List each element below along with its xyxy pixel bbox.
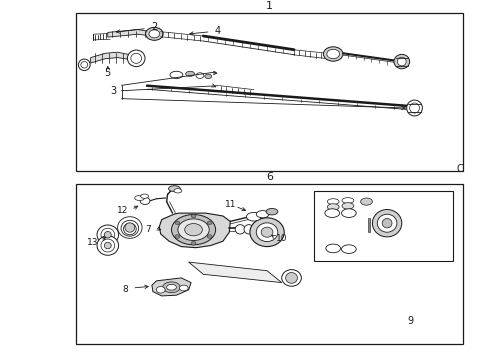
Ellipse shape <box>361 198 372 205</box>
Ellipse shape <box>141 194 148 198</box>
Ellipse shape <box>191 214 196 218</box>
Ellipse shape <box>327 204 339 210</box>
Ellipse shape <box>185 224 202 236</box>
Ellipse shape <box>407 100 422 116</box>
Ellipse shape <box>397 57 406 66</box>
Ellipse shape <box>256 211 269 218</box>
Ellipse shape <box>196 73 204 78</box>
Ellipse shape <box>207 221 212 225</box>
Bar <box>76 184 463 344</box>
Ellipse shape <box>97 225 119 244</box>
Text: 3: 3 <box>111 86 117 96</box>
Ellipse shape <box>172 215 216 245</box>
Ellipse shape <box>125 223 135 232</box>
Text: 2: 2 <box>151 22 157 32</box>
Ellipse shape <box>104 231 111 238</box>
Ellipse shape <box>101 228 115 241</box>
Polygon shape <box>159 213 230 248</box>
Ellipse shape <box>266 208 278 215</box>
Ellipse shape <box>156 287 165 293</box>
Text: C: C <box>456 164 463 174</box>
Ellipse shape <box>135 195 145 201</box>
Polygon shape <box>91 52 130 63</box>
Ellipse shape <box>101 239 115 252</box>
Ellipse shape <box>78 59 90 71</box>
Ellipse shape <box>146 27 163 40</box>
Ellipse shape <box>326 244 341 253</box>
Ellipse shape <box>123 223 136 235</box>
Ellipse shape <box>186 71 195 76</box>
Ellipse shape <box>140 197 150 204</box>
Bar <box>314 191 453 261</box>
Ellipse shape <box>282 270 301 286</box>
Ellipse shape <box>178 219 209 240</box>
Text: 5: 5 <box>105 68 111 78</box>
Text: 7: 7 <box>146 225 151 234</box>
Ellipse shape <box>191 242 196 245</box>
Ellipse shape <box>170 71 183 78</box>
Ellipse shape <box>377 214 397 232</box>
Text: 11: 11 <box>224 199 236 209</box>
Ellipse shape <box>261 227 273 237</box>
Ellipse shape <box>121 220 139 236</box>
Ellipse shape <box>97 236 119 255</box>
Ellipse shape <box>175 221 180 225</box>
Ellipse shape <box>207 235 212 238</box>
Ellipse shape <box>235 225 245 234</box>
Ellipse shape <box>394 54 410 69</box>
Ellipse shape <box>149 30 160 38</box>
Ellipse shape <box>342 198 354 203</box>
Text: 13: 13 <box>87 238 99 247</box>
Ellipse shape <box>179 285 188 291</box>
Ellipse shape <box>325 209 340 217</box>
Text: 6: 6 <box>266 172 273 182</box>
Ellipse shape <box>205 74 212 78</box>
Polygon shape <box>189 262 282 283</box>
Bar <box>76 13 463 171</box>
Bar <box>368 218 370 232</box>
Ellipse shape <box>169 186 180 192</box>
Ellipse shape <box>244 225 254 234</box>
Text: 12: 12 <box>117 207 128 215</box>
Ellipse shape <box>174 189 182 193</box>
Polygon shape <box>152 278 191 296</box>
Ellipse shape <box>118 217 142 238</box>
Text: 9: 9 <box>408 316 414 327</box>
Text: 10: 10 <box>276 234 288 243</box>
Ellipse shape <box>163 282 180 293</box>
Ellipse shape <box>372 210 402 237</box>
Ellipse shape <box>246 212 261 221</box>
Ellipse shape <box>382 219 392 228</box>
Text: 8: 8 <box>122 285 128 294</box>
Ellipse shape <box>286 273 297 283</box>
Polygon shape <box>108 30 152 37</box>
Ellipse shape <box>127 50 145 67</box>
Ellipse shape <box>81 62 88 68</box>
Text: 1: 1 <box>266 1 273 12</box>
Ellipse shape <box>327 49 340 59</box>
Ellipse shape <box>410 103 419 113</box>
Text: 4: 4 <box>215 26 221 36</box>
Ellipse shape <box>342 203 354 209</box>
Ellipse shape <box>167 284 176 290</box>
Ellipse shape <box>342 209 356 217</box>
Ellipse shape <box>104 242 111 249</box>
Ellipse shape <box>342 245 356 253</box>
Ellipse shape <box>256 223 278 242</box>
Ellipse shape <box>323 47 343 61</box>
Ellipse shape <box>250 218 284 247</box>
Ellipse shape <box>131 53 142 63</box>
Ellipse shape <box>175 235 180 238</box>
Ellipse shape <box>327 199 339 204</box>
